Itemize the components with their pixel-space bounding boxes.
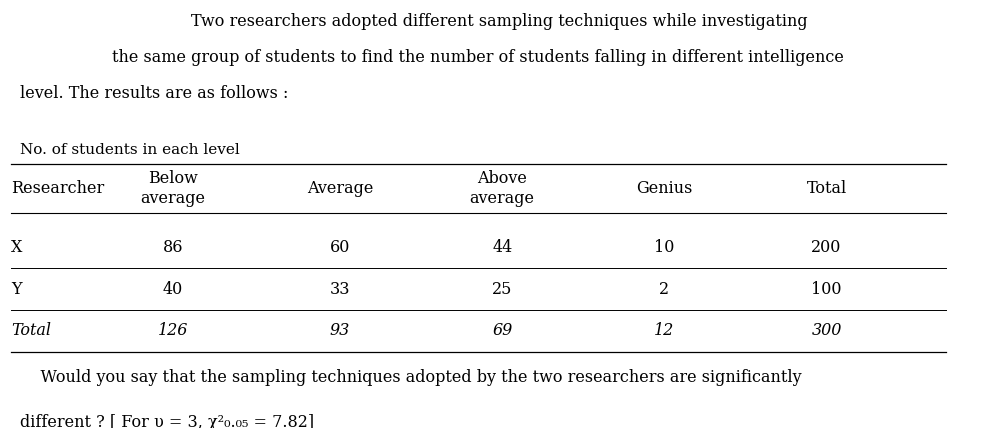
Text: Researcher: Researcher (11, 180, 104, 197)
Text: Genius: Genius (636, 180, 693, 197)
Text: 86: 86 (163, 239, 184, 256)
Text: Would you say that the sampling techniques adopted by the two researchers are si: Would you say that the sampling techniqu… (21, 369, 802, 386)
Text: 93: 93 (330, 322, 350, 339)
Text: Above
average: Above average (469, 170, 535, 207)
Text: No. of students in each level: No. of students in each level (21, 143, 240, 157)
Text: 69: 69 (492, 322, 513, 339)
Text: 60: 60 (330, 239, 350, 256)
Text: 200: 200 (811, 239, 842, 256)
Text: the same group of students to find the number of students falling in different i: the same group of students to find the n… (113, 49, 845, 66)
Text: 100: 100 (811, 281, 842, 297)
Text: 12: 12 (654, 322, 675, 339)
Text: 40: 40 (163, 281, 183, 297)
Text: Average: Average (307, 180, 373, 197)
Text: 25: 25 (492, 281, 513, 297)
Text: level. The results are as follows :: level. The results are as follows : (21, 85, 288, 102)
Text: X: X (11, 239, 23, 256)
Text: Total: Total (11, 322, 51, 339)
Text: 126: 126 (158, 322, 189, 339)
Text: 44: 44 (492, 239, 513, 256)
Text: Y: Y (11, 281, 22, 297)
Text: Below
average: Below average (140, 170, 206, 207)
Text: 10: 10 (654, 239, 675, 256)
Text: 300: 300 (811, 322, 842, 339)
Text: Total: Total (806, 180, 847, 197)
Text: 2: 2 (659, 281, 670, 297)
Text: different ? [ For υ = 3, χ²₀.₀₅ = 7.82]: different ? [ For υ = 3, χ²₀.₀₅ = 7.82] (21, 414, 314, 428)
Text: Two researchers adopted different sampling techniques while investigating: Two researchers adopted different sampli… (149, 13, 807, 30)
Text: 33: 33 (330, 281, 351, 297)
